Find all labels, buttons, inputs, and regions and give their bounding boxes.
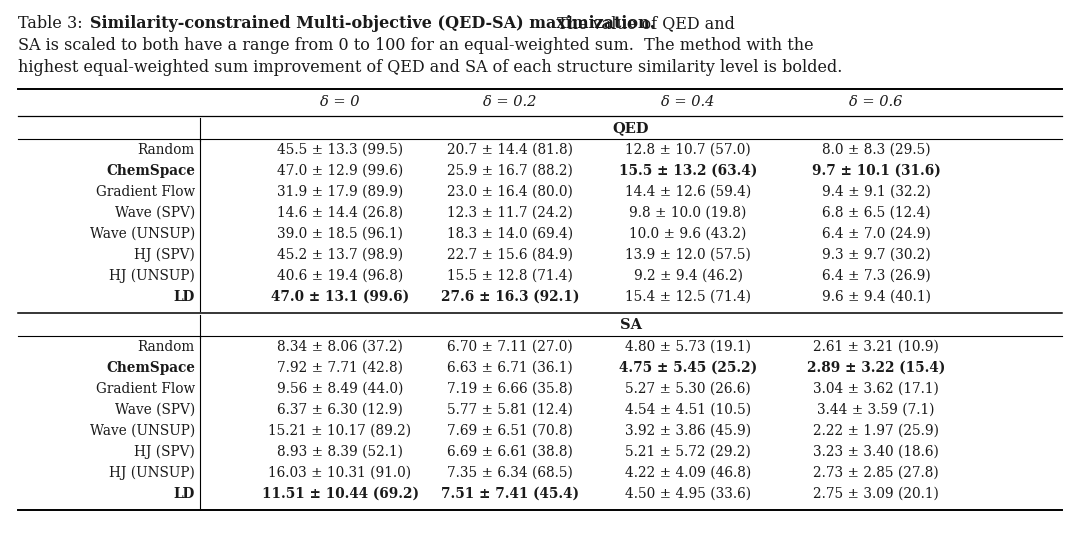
Text: 18.3 ± 14.0 (69.4): 18.3 ± 14.0 (69.4) bbox=[447, 227, 573, 241]
Text: 7.19 ± 6.66 (35.8): 7.19 ± 6.66 (35.8) bbox=[447, 382, 572, 396]
Text: 15.21 ± 10.17 (89.2): 15.21 ± 10.17 (89.2) bbox=[269, 424, 411, 438]
Text: 14.6 ± 14.4 (26.8): 14.6 ± 14.4 (26.8) bbox=[276, 206, 403, 220]
Text: HJ (SPV): HJ (SPV) bbox=[134, 248, 195, 262]
Text: highest equal-weighted sum improvement of QED and SA of each structure similarit: highest equal-weighted sum improvement o… bbox=[18, 59, 842, 76]
Text: Gradient Flow: Gradient Flow bbox=[96, 185, 195, 199]
Text: 12.8 ± 10.7 (57.0): 12.8 ± 10.7 (57.0) bbox=[625, 143, 751, 157]
Text: δ = 0.6: δ = 0.6 bbox=[849, 95, 903, 109]
Text: 45.2 ± 13.7 (98.9): 45.2 ± 13.7 (98.9) bbox=[276, 248, 403, 262]
Text: 23.0 ± 16.4 (80.0): 23.0 ± 16.4 (80.0) bbox=[447, 185, 572, 199]
Text: 40.6 ± 19.4 (96.8): 40.6 ± 19.4 (96.8) bbox=[276, 269, 403, 283]
Text: 8.34 ± 8.06 (37.2): 8.34 ± 8.06 (37.2) bbox=[278, 340, 403, 354]
Text: 22.7 ± 15.6 (84.9): 22.7 ± 15.6 (84.9) bbox=[447, 248, 573, 262]
Text: δ = 0: δ = 0 bbox=[321, 95, 360, 109]
Text: 11.51 ± 10.44 (69.2): 11.51 ± 10.44 (69.2) bbox=[261, 487, 419, 501]
Text: 47.0 ± 13.1 (99.6): 47.0 ± 13.1 (99.6) bbox=[271, 290, 409, 304]
Text: 5.27 ± 5.30 (26.6): 5.27 ± 5.30 (26.6) bbox=[625, 382, 751, 396]
Text: Wave (UNSUP): Wave (UNSUP) bbox=[90, 227, 195, 241]
Text: 6.4 ± 7.0 (24.9): 6.4 ± 7.0 (24.9) bbox=[822, 227, 931, 241]
Text: 4.50 ± 4.95 (33.6): 4.50 ± 4.95 (33.6) bbox=[625, 487, 751, 501]
Text: 4.22 ± 4.09 (46.8): 4.22 ± 4.09 (46.8) bbox=[625, 466, 751, 480]
Text: 15.4 ± 12.5 (71.4): 15.4 ± 12.5 (71.4) bbox=[625, 290, 751, 304]
Text: 31.9 ± 17.9 (89.9): 31.9 ± 17.9 (89.9) bbox=[276, 185, 403, 199]
Text: Wave (SPV): Wave (SPV) bbox=[114, 206, 195, 220]
Text: 20.7 ± 14.4 (81.8): 20.7 ± 14.4 (81.8) bbox=[447, 143, 573, 157]
Text: 9.2 ± 9.4 (46.2): 9.2 ± 9.4 (46.2) bbox=[634, 269, 743, 283]
Text: ChemSpace: ChemSpace bbox=[106, 164, 195, 178]
Text: ChemSpace: ChemSpace bbox=[106, 361, 195, 375]
Text: 9.7 ± 10.1 (31.6): 9.7 ± 10.1 (31.6) bbox=[812, 164, 941, 178]
Text: 6.70 ± 7.11 (27.0): 6.70 ± 7.11 (27.0) bbox=[447, 340, 572, 354]
Text: 6.63 ± 6.71 (36.1): 6.63 ± 6.71 (36.1) bbox=[447, 361, 572, 375]
Text: 4.75 ± 5.45 (25.2): 4.75 ± 5.45 (25.2) bbox=[619, 361, 757, 375]
Text: SA: SA bbox=[620, 318, 642, 332]
Text: 8.93 ± 8.39 (52.1): 8.93 ± 8.39 (52.1) bbox=[276, 445, 403, 459]
Text: 15.5 ± 12.8 (71.4): 15.5 ± 12.8 (71.4) bbox=[447, 269, 572, 283]
Text: 7.35 ± 6.34 (68.5): 7.35 ± 6.34 (68.5) bbox=[447, 466, 572, 480]
Text: Random: Random bbox=[138, 340, 195, 354]
Text: Random: Random bbox=[138, 143, 195, 157]
Text: Wave (SPV): Wave (SPV) bbox=[114, 403, 195, 417]
Text: HJ (UNSUP): HJ (UNSUP) bbox=[109, 269, 195, 283]
Text: QED: QED bbox=[612, 121, 649, 135]
Text: 47.0 ± 12.9 (99.6): 47.0 ± 12.9 (99.6) bbox=[276, 164, 403, 178]
Text: 2.22 ± 1.97 (25.9): 2.22 ± 1.97 (25.9) bbox=[813, 424, 939, 438]
Text: 4.80 ± 5.73 (19.1): 4.80 ± 5.73 (19.1) bbox=[625, 340, 751, 354]
Text: 6.4 ± 7.3 (26.9): 6.4 ± 7.3 (26.9) bbox=[822, 269, 930, 283]
Text: 7.51 ± 7.41 (45.4): 7.51 ± 7.41 (45.4) bbox=[441, 487, 579, 501]
Text: 12.3 ± 11.7 (24.2): 12.3 ± 11.7 (24.2) bbox=[447, 206, 572, 220]
Text: 10.0 ± 9.6 (43.2): 10.0 ± 9.6 (43.2) bbox=[630, 227, 746, 241]
Text: Similarity-constrained Multi-objective (QED-SA) maximization.: Similarity-constrained Multi-objective (… bbox=[90, 15, 656, 32]
Text: Wave (UNSUP): Wave (UNSUP) bbox=[90, 424, 195, 438]
Text: LD: LD bbox=[174, 487, 195, 501]
Text: 25.9 ± 16.7 (88.2): 25.9 ± 16.7 (88.2) bbox=[447, 164, 572, 178]
Text: 9.8 ± 10.0 (19.8): 9.8 ± 10.0 (19.8) bbox=[630, 206, 746, 220]
Text: Gradient Flow: Gradient Flow bbox=[96, 382, 195, 396]
Text: 9.3 ± 9.7 (30.2): 9.3 ± 9.7 (30.2) bbox=[822, 248, 930, 262]
Text: 13.9 ± 12.0 (57.5): 13.9 ± 12.0 (57.5) bbox=[625, 248, 751, 262]
Text: HJ (SPV): HJ (SPV) bbox=[134, 445, 195, 460]
Text: 16.03 ± 10.31 (91.0): 16.03 ± 10.31 (91.0) bbox=[269, 466, 411, 480]
Text: 6.69 ± 6.61 (38.8): 6.69 ± 6.61 (38.8) bbox=[447, 445, 572, 459]
Text: 9.56 ± 8.49 (44.0): 9.56 ± 8.49 (44.0) bbox=[276, 382, 403, 396]
Text: 6.8 ± 6.5 (12.4): 6.8 ± 6.5 (12.4) bbox=[822, 206, 930, 220]
Text: LD: LD bbox=[174, 290, 195, 304]
Text: 7.69 ± 6.51 (70.8): 7.69 ± 6.51 (70.8) bbox=[447, 424, 572, 438]
Text: 15.5 ± 13.2 (63.4): 15.5 ± 13.2 (63.4) bbox=[619, 164, 757, 178]
Text: δ = 0.2: δ = 0.2 bbox=[484, 95, 537, 109]
Text: SA is scaled to both have a range from 0 to 100 for an equal-weighted sum.  The : SA is scaled to both have a range from 0… bbox=[18, 37, 813, 54]
Text: 3.04 ± 3.62 (17.1): 3.04 ± 3.62 (17.1) bbox=[813, 382, 939, 396]
Text: 3.44 ± 3.59 (7.1): 3.44 ± 3.59 (7.1) bbox=[818, 403, 935, 417]
Text: 2.61 ± 3.21 (10.9): 2.61 ± 3.21 (10.9) bbox=[813, 340, 939, 354]
Text: 4.54 ± 4.51 (10.5): 4.54 ± 4.51 (10.5) bbox=[625, 403, 751, 417]
Text: 9.6 ± 9.4 (40.1): 9.6 ± 9.4 (40.1) bbox=[822, 290, 931, 304]
Text: 6.37 ± 6.30 (12.9): 6.37 ± 6.30 (12.9) bbox=[278, 403, 403, 417]
Text: 3.23 ± 3.40 (18.6): 3.23 ± 3.40 (18.6) bbox=[813, 445, 939, 459]
Text: Table 3:: Table 3: bbox=[18, 15, 93, 32]
Text: 2.75 ± 3.09 (20.1): 2.75 ± 3.09 (20.1) bbox=[813, 487, 939, 501]
Text: 7.92 ± 7.71 (42.8): 7.92 ± 7.71 (42.8) bbox=[276, 361, 403, 375]
Text: 2.73 ± 2.85 (27.8): 2.73 ± 2.85 (27.8) bbox=[813, 466, 939, 480]
Text: 39.0 ± 18.5 (96.1): 39.0 ± 18.5 (96.1) bbox=[276, 227, 403, 241]
Text: 2.89 ± 3.22 (15.4): 2.89 ± 3.22 (15.4) bbox=[807, 361, 945, 375]
Text: HJ (UNSUP): HJ (UNSUP) bbox=[109, 466, 195, 480]
Text: 5.21 ± 5.72 (29.2): 5.21 ± 5.72 (29.2) bbox=[625, 445, 751, 459]
Text: 8.0 ± 8.3 (29.5): 8.0 ± 8.3 (29.5) bbox=[822, 143, 930, 157]
Text: δ = 0.4: δ = 0.4 bbox=[661, 95, 715, 109]
Text: The value of QED and: The value of QED and bbox=[552, 15, 734, 32]
Text: 9.4 ± 9.1 (32.2): 9.4 ± 9.1 (32.2) bbox=[822, 185, 931, 199]
Text: 3.92 ± 3.86 (45.9): 3.92 ± 3.86 (45.9) bbox=[625, 424, 751, 438]
Text: 27.6 ± 16.3 (92.1): 27.6 ± 16.3 (92.1) bbox=[441, 290, 579, 304]
Text: 45.5 ± 13.3 (99.5): 45.5 ± 13.3 (99.5) bbox=[276, 143, 403, 157]
Text: 5.77 ± 5.81 (12.4): 5.77 ± 5.81 (12.4) bbox=[447, 403, 572, 417]
Text: 14.4 ± 12.6 (59.4): 14.4 ± 12.6 (59.4) bbox=[625, 185, 751, 199]
